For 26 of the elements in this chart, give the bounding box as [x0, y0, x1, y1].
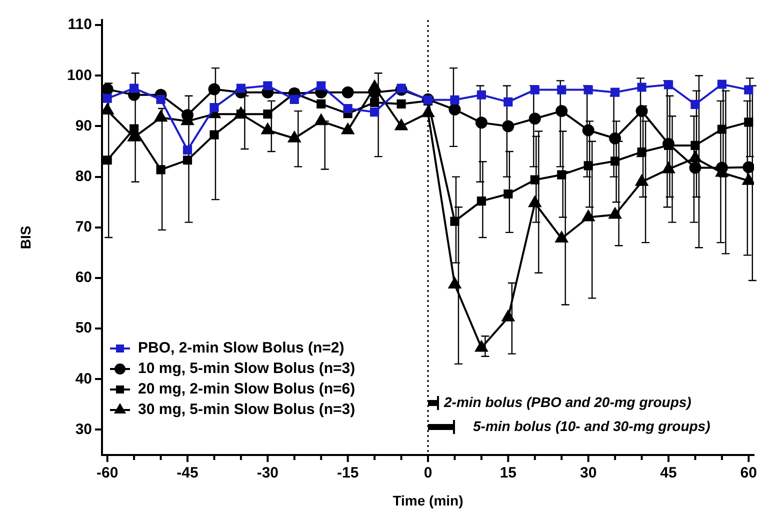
y-tick-label: 100	[66, 66, 92, 84]
y-tick-label: 70	[75, 218, 92, 236]
annotation: 5-min bolus (10- and 30-mg groups)	[473, 418, 711, 434]
x-tick-label: 0	[424, 464, 432, 482]
x-tick-label: -60	[96, 464, 118, 482]
y-tick-label: 110	[68, 16, 92, 34]
x-tick-label: 30	[580, 464, 597, 482]
x-tick-label: -45	[176, 464, 198, 482]
legend-label: 10 mg, 5-min Slow Bolus (n=3)	[138, 360, 356, 378]
x-axis-title: Time (min)	[392, 492, 464, 508]
legend-label: 20 mg, 2-min Slow Bolus (n=6)	[138, 380, 356, 398]
x-tick-label: -30	[256, 464, 279, 482]
y-tick-label: 50	[75, 320, 92, 337]
y-tick-label: 30	[75, 420, 92, 438]
y-tick-label: 80	[75, 168, 92, 185]
y-tick-label: 90	[75, 117, 92, 134]
legend-label: PBO, 2-min Slow Bolus (n=2)	[138, 340, 344, 357]
y-tick-label: 60	[75, 269, 92, 286]
y-axis-title: BIS	[17, 226, 34, 250]
legend-label: 30 mg, 5-min Slow Bolus (n=3)	[138, 401, 356, 418]
x-tick-label: 45	[660, 464, 677, 482]
x-tick-label: 60	[740, 464, 757, 482]
annotation: 2-min bolus (PBO and 20-mg groups)	[443, 394, 692, 410]
y-tick-label: 40	[75, 370, 92, 388]
x-tick-label: 15	[500, 464, 517, 482]
x-tick-label: -15	[336, 464, 359, 482]
